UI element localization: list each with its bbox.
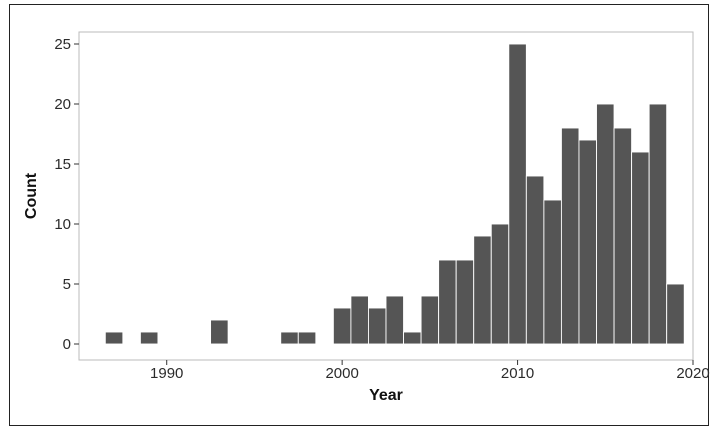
bar-2005 — [420, 295, 440, 345]
bar-2002 — [368, 307, 387, 345]
bar-2007 — [455, 259, 475, 345]
bar-2018 — [648, 103, 668, 345]
bar-1997 — [280, 331, 299, 345]
bar-1993 — [210, 319, 229, 345]
histogram-chart: 0 5 10 15 20 25 1990 2000 2010 2020 Year Count — [23, 31, 710, 404]
y-tick-label-20: 20 — [54, 96, 71, 113]
x-tick-label-2020: 2020 — [676, 365, 709, 382]
bar-2000 — [332, 307, 352, 345]
bar-2014 — [578, 139, 597, 345]
bar-2013 — [560, 127, 580, 345]
bar-2010 — [508, 43, 527, 345]
bar-2009 — [490, 223, 510, 345]
bar-2003 — [385, 295, 404, 345]
y-tick-label-5: 5 — [63, 276, 71, 293]
bar-2017 — [631, 151, 650, 345]
bars-group — [104, 43, 685, 345]
y-tick-label-0: 0 — [63, 336, 71, 353]
bar-2001 — [350, 295, 369, 345]
bar-1998 — [297, 331, 317, 345]
bar-2011 — [525, 175, 545, 345]
bar-2019 — [666, 283, 685, 345]
x-tick-label-2000: 2000 — [325, 365, 358, 382]
x-tick-label-2010: 2010 — [501, 365, 534, 382]
bar-2006 — [438, 259, 457, 345]
bar-2008 — [473, 235, 492, 345]
bar-2004 — [403, 331, 422, 345]
y-axis-title: Count — [23, 172, 40, 219]
bar-2012 — [543, 199, 562, 345]
y-tick-label-10: 10 — [54, 216, 71, 233]
x-tick-label-1990: 1990 — [150, 365, 183, 382]
bar-2016 — [613, 127, 633, 345]
axes-group: 0 5 10 15 20 25 1990 2000 2010 2020 — [54, 36, 709, 382]
bar-2015 — [596, 103, 615, 345]
y-tick-label-15: 15 — [54, 156, 71, 173]
bar-1989 — [139, 331, 159, 345]
bar-1987 — [104, 331, 124, 345]
y-tick-label-25: 25 — [54, 36, 71, 53]
x-axis-title: Year — [369, 387, 403, 404]
figure-frame: 0 5 10 15 20 25 1990 2000 2010 2020 Year Count — [9, 4, 710, 426]
